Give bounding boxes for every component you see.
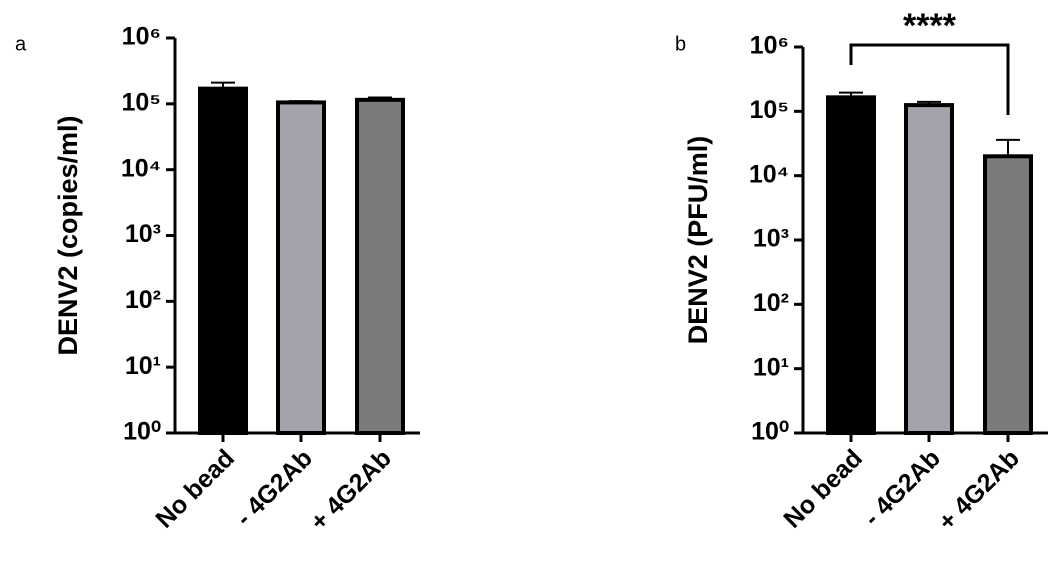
y-tick-label: 10³ <box>753 225 789 253</box>
x-tick-label: + 4G2Ab <box>933 444 1025 536</box>
y-tick-label: 10⁵ <box>749 96 789 124</box>
x-tick-label: No bead <box>778 444 868 534</box>
x-tick-label: - 4G2Ab <box>230 444 318 532</box>
panel-label: a <box>15 33 27 55</box>
y-tick-label: 10¹ <box>753 353 789 381</box>
panel-label: b <box>675 33 686 55</box>
x-tick-label: - 4G2Ab <box>858 444 946 532</box>
y-tick-label: 10⁴ <box>121 154 161 182</box>
figure: a DENV2 (copies/ml) 10⁰ 10¹ 10² 10³ 10⁴ 10⁵ 10⁶ N… <box>0 0 1053 563</box>
y-tick-label: 10¹ <box>125 352 161 380</box>
y-tick-label: 10⁰ <box>123 418 161 446</box>
x-tick-label: + 4G2Ab <box>305 444 397 536</box>
y-axis-label: DENV2 (copies/ml) <box>53 115 83 355</box>
bar <box>278 102 324 433</box>
y-tick-label: 10⁶ <box>122 23 161 51</box>
significance-label: **** <box>903 7 957 45</box>
bar <box>985 156 1031 433</box>
y-tick-label: 10⁶ <box>750 32 789 60</box>
y-tick-label: 10⁵ <box>121 88 161 116</box>
y-tick-label: 10² <box>753 289 789 317</box>
x-tick-label: No bead <box>150 444 240 534</box>
bar <box>357 100 403 433</box>
y-axis-label: DENV2 (PFU/ml) <box>683 136 713 345</box>
y-tick-label: 10⁴ <box>749 160 789 188</box>
y-tick-label: 10⁰ <box>751 418 789 446</box>
y-tick-label: 10³ <box>125 220 161 248</box>
bar <box>906 105 952 433</box>
bar <box>200 89 246 433</box>
bar <box>828 97 874 433</box>
y-tick-label: 10² <box>125 286 161 314</box>
